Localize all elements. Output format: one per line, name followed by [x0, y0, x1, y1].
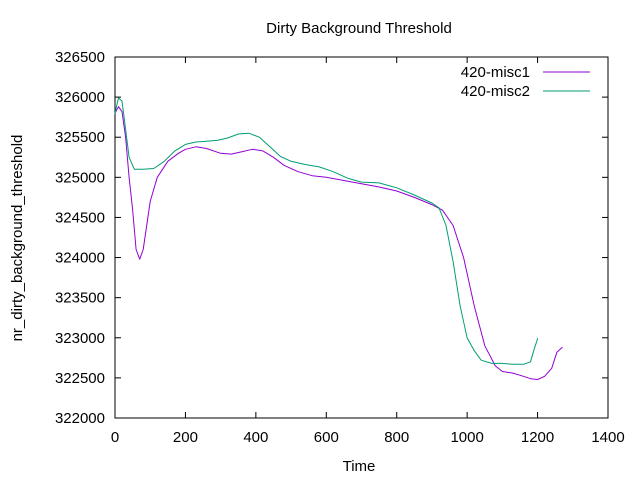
y-tick-label: 323000 — [55, 330, 105, 347]
y-tick-label: 324500 — [55, 209, 105, 226]
y-tick-label: 325500 — [55, 129, 105, 146]
x-tick-label: 400 — [243, 429, 268, 446]
series-line-420-misc1 — [114, 106, 563, 380]
y-tick-label: 323500 — [55, 290, 105, 307]
series-layer — [114, 97, 563, 380]
x-axis: 0 200 400 600 800 1000 1200 1400 — [111, 57, 625, 446]
y-tick-label: 326000 — [55, 89, 105, 106]
chart-title: Dirty Background Threshold — [266, 20, 452, 37]
x-tick-label: 0 — [111, 429, 119, 446]
y-axis-label: nr_dirty_background_threshold — [9, 135, 26, 342]
x-tick-label: 1200 — [521, 429, 554, 446]
legend: 420-misc1 420-misc2 — [461, 64, 590, 100]
series-line-420-misc2 — [114, 97, 539, 365]
plot-frame — [114, 56, 609, 419]
y-tick-label: 322000 — [55, 410, 105, 427]
legend-label: 420-misc1 — [461, 64, 530, 81]
y-tick-label: 325000 — [55, 169, 105, 186]
legend-label: 420-misc2 — [461, 83, 530, 100]
x-tick-label: 1000 — [450, 429, 483, 446]
x-tick-label: 800 — [384, 429, 409, 446]
y-tick-label: 326500 — [55, 49, 105, 66]
x-tick-label: 1400 — [591, 429, 624, 446]
y-tick-label: 324000 — [55, 250, 105, 267]
x-tick-label: 200 — [173, 429, 198, 446]
x-axis-label: Time — [343, 458, 376, 475]
y-axis: 322000 322500 323000 323500 324000 324500 3250… — [55, 49, 608, 427]
y-tick-label: 322500 — [55, 370, 105, 387]
x-tick-label: 600 — [314, 429, 339, 446]
